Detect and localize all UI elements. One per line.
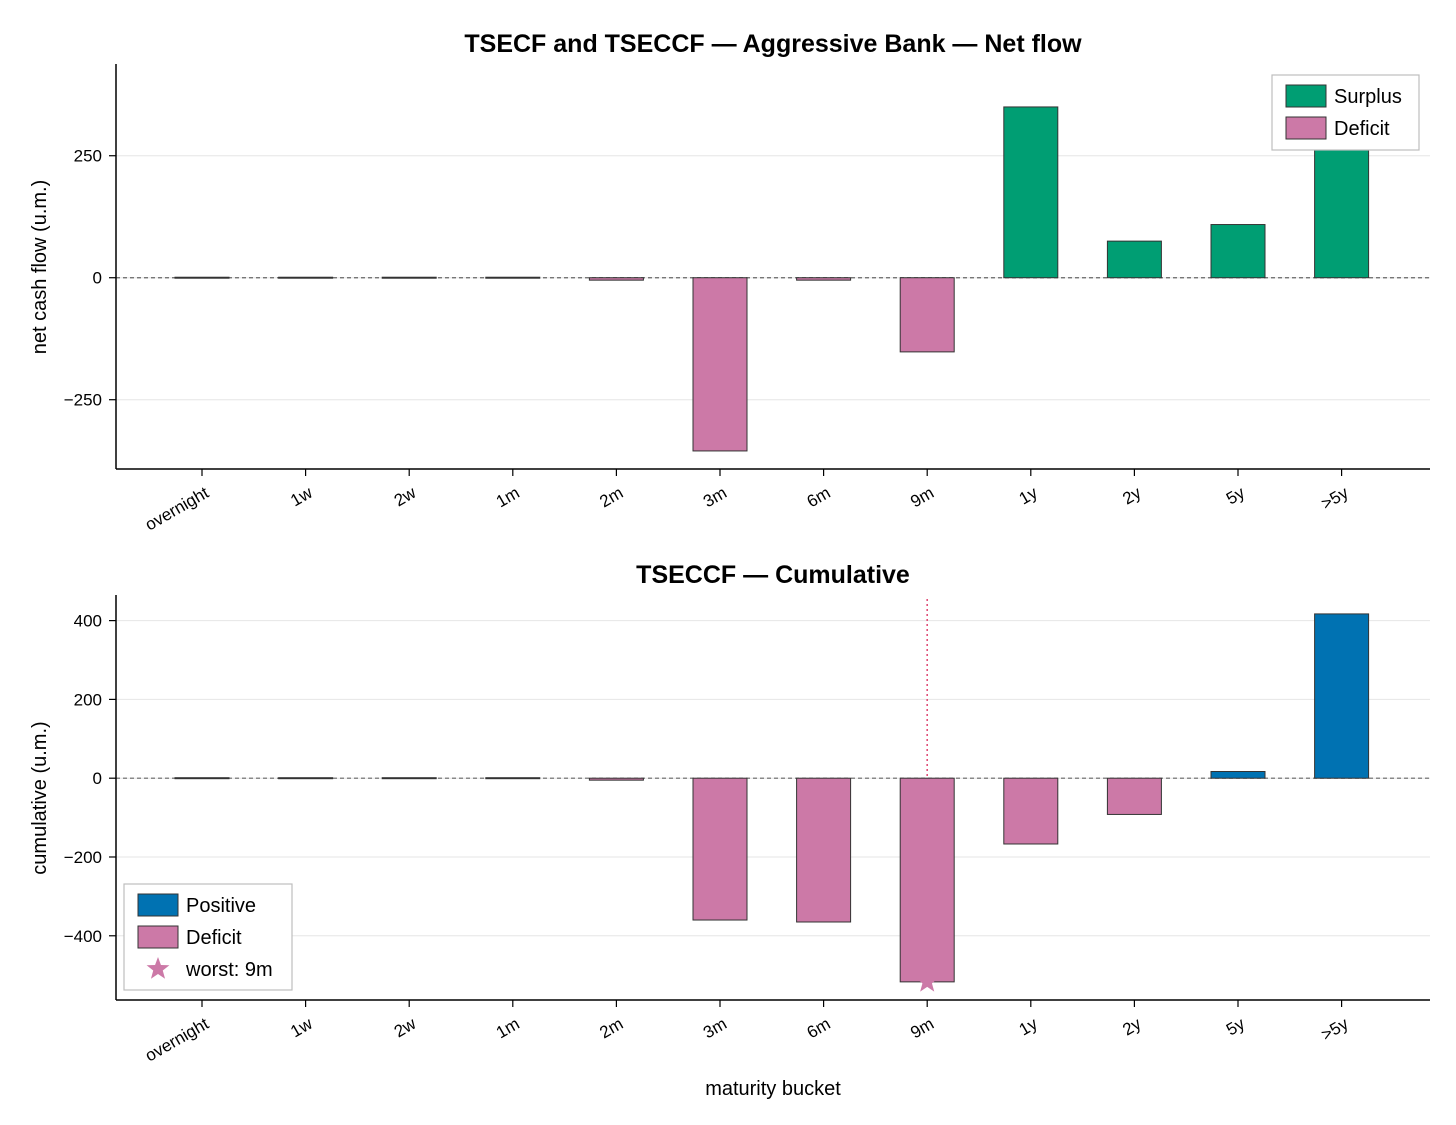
chart-title: TSECCF — Cumulative: [636, 561, 910, 589]
y-tick-label: 200: [74, 690, 102, 709]
bar-2w: [381, 276, 437, 279]
x-tick-label: >5y: [1318, 1014, 1352, 1045]
bar-3m: [692, 777, 748, 921]
bar-3m: [692, 277, 748, 452]
y-tick-label: 250: [74, 147, 102, 166]
x-tick-label: 9m: [907, 483, 937, 511]
legend: Surplus Deficit: [1271, 74, 1420, 151]
legend-swatch: [1285, 116, 1327, 140]
x-tick-label: 1y: [1016, 1014, 1041, 1040]
chart-panel-2: TSECCF — Cumulative −400 −200 0 200 400 overni…: [29, 561, 1430, 1100]
x-tick-label: 2y: [1119, 483, 1144, 509]
bar-2y: [1106, 777, 1162, 815]
bar-1m: [485, 777, 541, 780]
bar-6m: [796, 777, 852, 923]
x-tick-label: 2y: [1119, 1014, 1144, 1040]
x-tick-label: 1m: [493, 1014, 523, 1042]
bar-9m: [899, 777, 955, 983]
bar-1m: [485, 276, 541, 279]
x-tick-label: 2m: [596, 1014, 626, 1042]
bar-1y: [1003, 106, 1059, 279]
bar-5y: [1210, 224, 1266, 279]
x-axis-label: maturity bucket: [705, 1078, 841, 1100]
x-tick-label: 1m: [493, 483, 523, 511]
bar-2w: [381, 777, 437, 780]
x-tick-label: 1y: [1016, 483, 1041, 509]
legend-label: Positive: [186, 895, 256, 917]
legend: Positive Deficit worst: 9m: [123, 883, 293, 991]
legend-label: Deficit: [186, 927, 242, 949]
y-tick-label: −200: [64, 848, 102, 867]
x-tick-label: 3m: [700, 483, 730, 511]
bar-1y: [1003, 777, 1059, 845]
bar-overnight: [174, 777, 230, 780]
x-tick-label: 6m: [804, 483, 834, 511]
y-tick-label: −250: [64, 391, 102, 410]
legend-swatch: [1285, 84, 1327, 108]
x-tick-label: 9m: [907, 1014, 937, 1042]
x-tick-label: 1w: [287, 483, 316, 511]
x-tick-label: 5y: [1223, 1014, 1248, 1040]
chart-title: TSECF and TSECCF — Aggressive Bank — Net…: [464, 30, 1082, 58]
y-tick-label: 0: [93, 769, 102, 788]
bar-9m: [899, 277, 955, 353]
x-tick-label: 2w: [391, 483, 420, 511]
y-axis-label: cumulative (u.m.): [29, 721, 51, 874]
bar-overnight: [174, 276, 230, 279]
x-tick-label: overnight: [142, 483, 212, 535]
x-tick-label: 2m: [596, 483, 626, 511]
bar-1w: [278, 777, 334, 780]
x-tick-label: 6m: [804, 1014, 834, 1042]
worst-marker: [915, 969, 939, 992]
legend-swatch: [137, 893, 179, 917]
legend-label: Surplus: [1334, 86, 1402, 108]
y-tick-label: 400: [74, 612, 102, 631]
legend-label: Deficit: [1334, 118, 1390, 140]
y-tick-label: 0: [93, 269, 102, 288]
bar->5y: [1314, 613, 1370, 779]
bar-6m: [796, 277, 852, 281]
x-tick-label: 2w: [391, 1014, 420, 1042]
y-axis-label: net cash flow (u.m.): [29, 180, 51, 355]
x-tick-label: 1w: [287, 1014, 316, 1042]
x-tick-label: >5y: [1318, 483, 1352, 514]
chart-panel-1: TSECF and TSECCF — Aggressive Bank — Net…: [29, 30, 1430, 534]
bar-1w: [278, 276, 334, 279]
y-tick-label: −400: [64, 927, 102, 946]
bar-2m: [588, 777, 644, 781]
x-tick-label: 3m: [700, 1014, 730, 1042]
x-tick-label: overnight: [142, 1014, 212, 1066]
legend-star-icon: [146, 957, 170, 979]
legend-swatch: [137, 925, 179, 949]
bar-2y: [1106, 240, 1162, 279]
legend-label: worst: 9m: [185, 959, 273, 981]
bar-5y: [1210, 770, 1266, 779]
x-tick-label: 5y: [1223, 483, 1248, 509]
bar-2m: [588, 277, 644, 281]
